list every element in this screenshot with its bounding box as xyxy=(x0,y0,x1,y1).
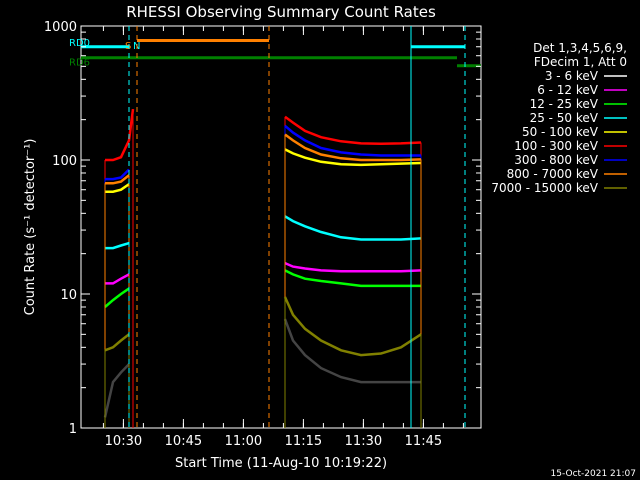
vertical-markers xyxy=(128,26,466,428)
series-line xyxy=(105,273,130,285)
legend-entry-label: 6 - 12 keV xyxy=(537,83,599,97)
series-line xyxy=(284,148,422,167)
series-line xyxy=(105,241,130,250)
series-line xyxy=(284,115,422,146)
legend-entry-label: 50 - 100 keV xyxy=(522,125,599,139)
legend-entry-label: 7000 - 15000 keV xyxy=(491,181,598,195)
chart-title: RHESSI Observing Summary Count Rates xyxy=(126,3,436,21)
y-tick-label: 1 xyxy=(69,422,77,437)
series-line xyxy=(283,318,421,384)
series-line xyxy=(105,174,130,185)
series-line xyxy=(103,363,130,418)
series-line xyxy=(284,133,422,162)
series-line xyxy=(284,269,421,288)
flag-label: RD0 xyxy=(69,38,90,49)
plot-frame-box xyxy=(80,25,482,429)
legend-header-line-1: Det 1,3,4,5,6,9, xyxy=(533,41,627,55)
y-tick-label: 10 xyxy=(60,288,77,303)
y-axis-label: Count Rate (s⁻¹ detector⁻¹) xyxy=(23,139,38,316)
series-line xyxy=(284,261,422,273)
series-line xyxy=(284,215,422,241)
y-tick-label: 1000 xyxy=(44,20,77,35)
series-line xyxy=(283,296,422,357)
legend-header-line-2: FDecim 1, Att 0 xyxy=(534,55,627,69)
y-tick-label: 100 xyxy=(52,154,77,169)
series-line xyxy=(104,287,130,308)
series-line xyxy=(105,108,135,162)
x-tick-label: 11:30 xyxy=(345,434,382,449)
legend-entry-label: 25 - 50 keV xyxy=(530,111,599,125)
series-line xyxy=(104,333,130,352)
x-tick-label: 10:45 xyxy=(165,434,202,449)
plot-frame xyxy=(80,25,482,429)
x-axis-label: Start Time (11-Aug-10 10:19:22) xyxy=(175,456,387,471)
flag-bars: RD0RD6SN xyxy=(69,38,481,69)
legend-entry-label: 100 - 300 keV xyxy=(514,139,598,153)
x-tick-label: 11:00 xyxy=(225,434,262,449)
legend-entry-label: 12 - 25 keV xyxy=(530,97,599,111)
legend-entry-label: 300 - 800 keV xyxy=(514,153,598,167)
footer-date: 15-Oct-2021 21:07 xyxy=(551,469,636,479)
axis-ticks: 1 10 100 1000 10:30 10:45 11:00 11:15 11:30 11:45 xyxy=(44,20,481,449)
legend-entry-label: 3 - 6 keV xyxy=(545,69,599,83)
x-tick-label: 11:15 xyxy=(285,434,322,449)
series-line xyxy=(105,168,130,181)
flag-label: RD6 xyxy=(69,58,90,69)
x-tick-label: 10:30 xyxy=(105,434,142,449)
series-group xyxy=(103,108,422,428)
series-line xyxy=(284,124,421,157)
series-line xyxy=(105,183,130,193)
legend-entry-label: 800 - 7000 keV xyxy=(507,167,599,181)
flag-letter: S xyxy=(125,41,131,52)
x-tick-label: 11:45 xyxy=(405,434,442,449)
legend: Det 1,3,4,5,6,9, FDecim 1, Att 0 3 - 6 k… xyxy=(491,41,627,195)
